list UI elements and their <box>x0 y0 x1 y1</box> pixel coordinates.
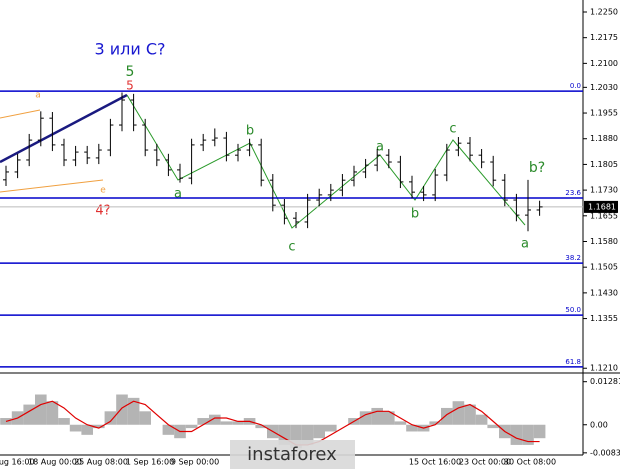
wave-label: b? <box>529 160 545 176</box>
indicator-bar <box>406 424 418 432</box>
indicator-bar <box>69 424 82 432</box>
indicator-bar <box>533 424 546 439</box>
trend-line <box>0 93 128 164</box>
last-price-box <box>584 200 618 213</box>
indicator-bar <box>301 424 314 445</box>
indicator-bar <box>197 418 209 425</box>
x-tick-label: 1 Sep 16:00 <box>126 458 174 467</box>
indicator-bar <box>23 404 35 425</box>
indicator-bar <box>46 401 59 425</box>
indicator-bar <box>35 394 47 425</box>
indicator-bar <box>522 424 534 445</box>
fib-label: 0.0 <box>570 82 581 90</box>
wave-label: a <box>376 140 384 155</box>
x-tick-label: 15 Oct 16:00 <box>409 458 461 467</box>
indicator-bar <box>371 407 383 425</box>
y-tick-label: 1.1880 <box>590 134 618 143</box>
fib-label: 50.0 <box>565 306 581 314</box>
wave-label: a <box>35 91 41 101</box>
x-tick-label: 23 Oct 00:00 <box>459 458 511 467</box>
indicator-bar <box>255 424 267 429</box>
fib-label: 23.6 <box>565 189 581 197</box>
indicator-bar <box>127 397 140 425</box>
indicator-bar <box>394 421 407 425</box>
channel-line <box>0 109 41 119</box>
indicator-bar <box>220 421 233 425</box>
indicator-bar <box>116 394 128 425</box>
watermark-box <box>230 440 355 469</box>
y-tick-label: 1.1955 <box>590 109 618 118</box>
indicator-bar <box>475 414 488 425</box>
indicator-bar <box>81 424 93 435</box>
indicator-bar <box>441 407 453 425</box>
wave-label: b <box>411 207 419 222</box>
x-tick-label: 18 Aug 00:00 <box>28 458 82 467</box>
y-tick-label: 1.1730 <box>590 186 618 195</box>
indicator-bar <box>290 424 302 449</box>
wave-label: e <box>100 186 106 196</box>
indicator-bar <box>232 421 244 425</box>
indicator-bar <box>429 421 441 425</box>
y-tick-label: 1.2030 <box>590 83 618 92</box>
wave-label: 3 или C? <box>94 40 165 59</box>
fib-label: 38.2 <box>565 254 581 262</box>
y-tick-label: 1.1430 <box>590 288 618 297</box>
indicator-bar <box>93 424 105 429</box>
indicator-bar <box>510 424 523 445</box>
indicator-bar <box>452 401 465 425</box>
y-tick-label: 1.2250 <box>590 7 618 16</box>
wave-label: a <box>521 237 529 252</box>
y-tick-label: 1.2100 <box>590 59 618 68</box>
indicator-bar <box>383 411 395 425</box>
indicator-bar <box>359 411 372 425</box>
wave-label: a <box>174 187 182 202</box>
indicator-tick-label: -0.00836 <box>590 448 620 457</box>
y-tick-label: 1.1655 <box>590 211 618 220</box>
last-price-label: 1.1681 <box>588 202 616 211</box>
x-tick-label: 9 Sep 00:00 <box>171 458 219 467</box>
indicator-bar <box>209 414 221 425</box>
indicator-bar <box>313 424 325 439</box>
indicator-bar <box>464 404 476 425</box>
indicator-bar <box>185 424 198 429</box>
watermark: instaforex <box>247 444 337 465</box>
indicator-tick-label: 0.00 <box>590 420 608 429</box>
wave-label: b <box>246 124 254 139</box>
indicator-tick-label: 0.01281 <box>590 377 620 386</box>
y-tick-label: 1.1505 <box>590 263 618 272</box>
y-tick-label: 1.1805 <box>590 160 618 169</box>
y-tick-label: 1.1210 <box>590 364 618 373</box>
channel-line <box>0 179 104 193</box>
x-tick-label: Aug 16:00 <box>0 458 35 467</box>
fib-label: 61.8 <box>565 358 581 366</box>
wave-label: 4? <box>95 204 110 219</box>
indicator-bar <box>104 411 117 425</box>
indicator-bar <box>487 424 499 429</box>
indicator-bar <box>278 424 291 445</box>
indicator-bar <box>139 411 151 425</box>
y-tick-label: 1.1580 <box>590 237 618 246</box>
wave-label: 5 <box>126 79 134 93</box>
signal-line <box>5 400 540 446</box>
indicator-bar <box>325 424 337 432</box>
wave-label: c <box>449 122 456 137</box>
wave-label: c <box>288 240 295 255</box>
indicator-bar <box>58 418 70 425</box>
x-tick-label: 30 Oct 08:00 <box>504 458 556 467</box>
y-tick-label: 1.2175 <box>590 33 618 42</box>
y-tick-label: 1.1355 <box>590 314 618 323</box>
wave-label: 5 <box>126 64 135 80</box>
x-tick-label: 25 Aug 08:00 <box>74 458 128 467</box>
indicator-bar <box>162 424 175 435</box>
